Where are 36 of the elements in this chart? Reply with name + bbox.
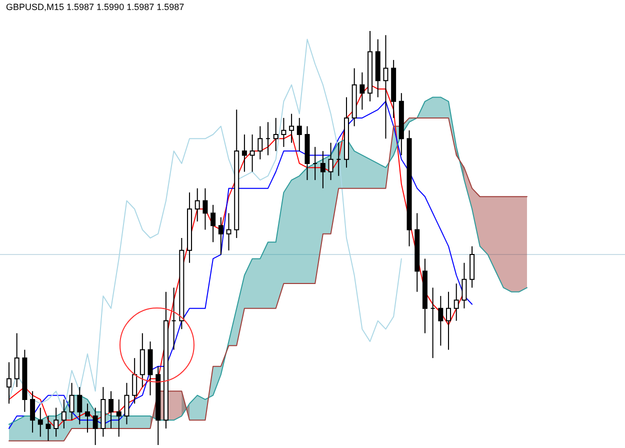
candlestick [108,390,114,429]
candlestick [218,216,224,256]
candlestick [46,416,51,442]
candlestick [462,262,467,309]
candlestick [242,134,247,172]
candlestick [383,34,388,140]
candlestick [328,142,334,181]
candlestick [438,295,444,346]
candlestick [77,386,82,425]
candlestick [132,358,138,404]
candlestick [273,117,278,152]
candlestick [454,283,459,322]
candlestick [14,332,20,388]
candlestick [226,212,232,251]
candlestick [320,150,326,189]
candlestick [194,188,200,222]
candlestick [289,113,294,144]
candlestick [54,407,59,438]
candlestick [202,188,208,230]
candlestick [6,362,12,404]
candlestick [124,382,130,425]
candlestick [116,398,122,438]
candlestick [281,117,286,148]
candlestick [61,398,66,429]
candlestick [84,403,90,434]
chart-title: GBPUSD,M15 1.5987 1.5990 1.5987 1.5987 [6,2,184,12]
candlestick [446,291,452,350]
candlestick [210,204,216,243]
candlestick [30,390,36,434]
candlestick [258,126,263,160]
candlestick [360,72,365,110]
candlestick [38,407,43,438]
candlestick [69,382,74,421]
candlestick [250,134,255,172]
candlestick [92,407,98,446]
candlestick [296,117,302,152]
